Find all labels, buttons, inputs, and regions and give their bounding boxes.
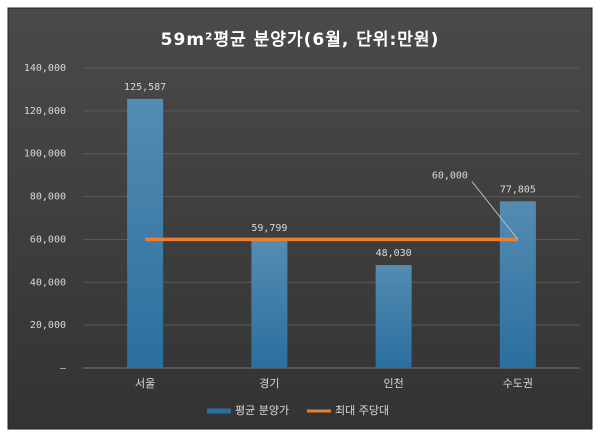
bar-shine (375, 265, 412, 368)
leader-line (471, 181, 519, 240)
data-label: 125,587 (124, 82, 166, 93)
x-tick-label: 인천 (384, 376, 404, 390)
legend-label: 최대 주당대 (335, 404, 389, 417)
data-label: 48,030 (376, 248, 412, 259)
y-tick-label: 80,000 (30, 192, 66, 203)
y-tick-label: 100,000 (24, 149, 66, 160)
panel (7, 7, 593, 430)
bar-shine (127, 98, 164, 368)
x-tick-label: 수도권 (503, 377, 533, 390)
data-label: 59,799 (251, 223, 287, 234)
data-label: 60,000 (432, 170, 468, 181)
x-tick-label: 서울 (135, 377, 155, 390)
y-tick-label: 20,000 (30, 320, 66, 331)
x-tick-label: 경기 (259, 377, 279, 390)
legend-label: 평균 분양가 (235, 404, 289, 417)
y-tick-label: 60,000 (30, 234, 66, 245)
bar-shine (251, 239, 288, 368)
chart-title: 59m²평균 분양가(6월, 단위:만원) (161, 30, 440, 50)
y-tick-label: 40,000 (30, 277, 66, 288)
y-tick-label: 120,000 (24, 106, 66, 117)
bar-shine (499, 201, 536, 368)
data-label: 77,805 (500, 184, 536, 195)
y-tick-label: 140,000 (24, 63, 66, 74)
y-tick-label: – (60, 363, 67, 374)
